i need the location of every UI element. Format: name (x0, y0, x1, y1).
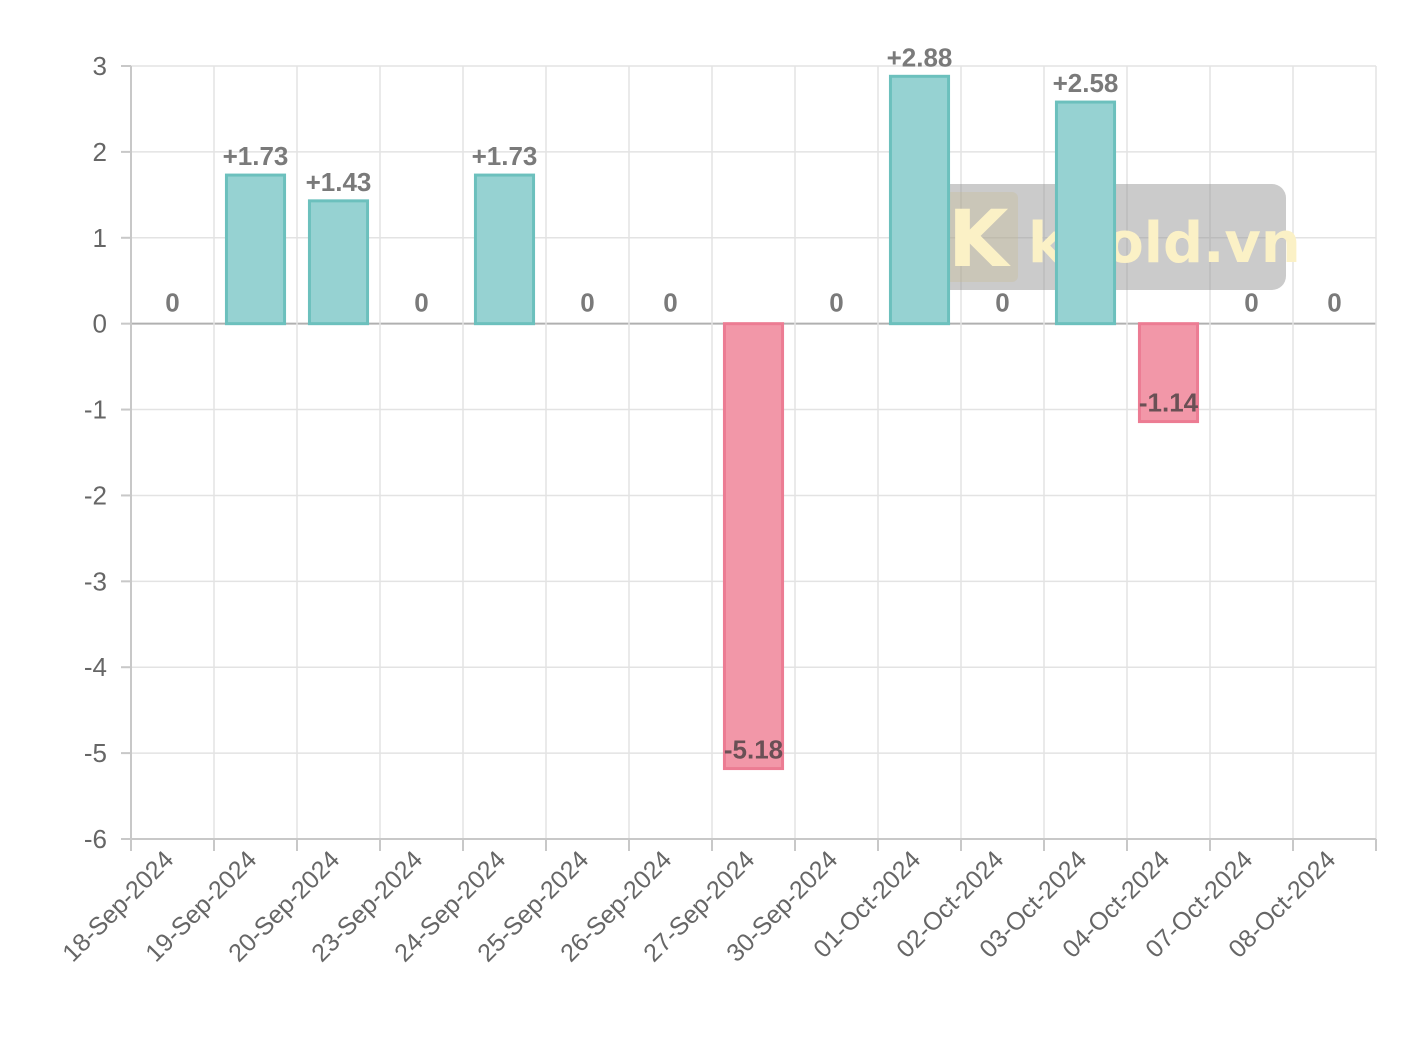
bar (1054, 100, 1117, 326)
data-label: +1.43 (306, 167, 372, 197)
y-tick-label: -4 (84, 652, 107, 682)
bars (224, 74, 1200, 771)
watermark-logo-letter: K (948, 195, 1011, 285)
bar (307, 199, 370, 326)
data-label: 0 (995, 288, 1009, 318)
data-label: -5.18 (724, 735, 783, 765)
data-label: 0 (414, 288, 428, 318)
y-tick-label: -5 (84, 738, 107, 768)
bar (473, 173, 536, 326)
y-tick-label: -1 (84, 395, 107, 425)
data-label: +1.73 (223, 141, 289, 171)
bar (888, 74, 951, 326)
y-tick-label: -2 (84, 480, 107, 510)
data-label: 0 (1327, 288, 1341, 318)
bar (224, 173, 287, 326)
y-tick-label: -3 (84, 566, 107, 596)
data-label: 0 (165, 288, 179, 318)
data-labels: 0 +1.73 +1.43 0 +1.73 0 0 -5.18 0 +2.88 0 +2.58 -1.1… (165, 42, 1341, 764)
data-label: +1.73 (472, 141, 538, 171)
data-label: -1.14 (1139, 388, 1199, 418)
data-label: 0 (829, 288, 843, 318)
bar (1137, 322, 1200, 424)
bar (722, 322, 785, 771)
y-tick-label: 1 (93, 223, 107, 253)
y-tick-label: 2 (93, 137, 107, 167)
y-tick-label: 3 (93, 51, 107, 81)
data-label: +2.88 (887, 42, 953, 72)
data-label: 0 (663, 288, 677, 318)
y-tick-label: 0 (93, 309, 107, 339)
data-label: +2.58 (1053, 68, 1119, 98)
y-tick-label: -6 (84, 824, 107, 854)
grid (130, 65, 1377, 840)
data-label: 0 (580, 288, 594, 318)
data-label: 0 (1244, 288, 1258, 318)
